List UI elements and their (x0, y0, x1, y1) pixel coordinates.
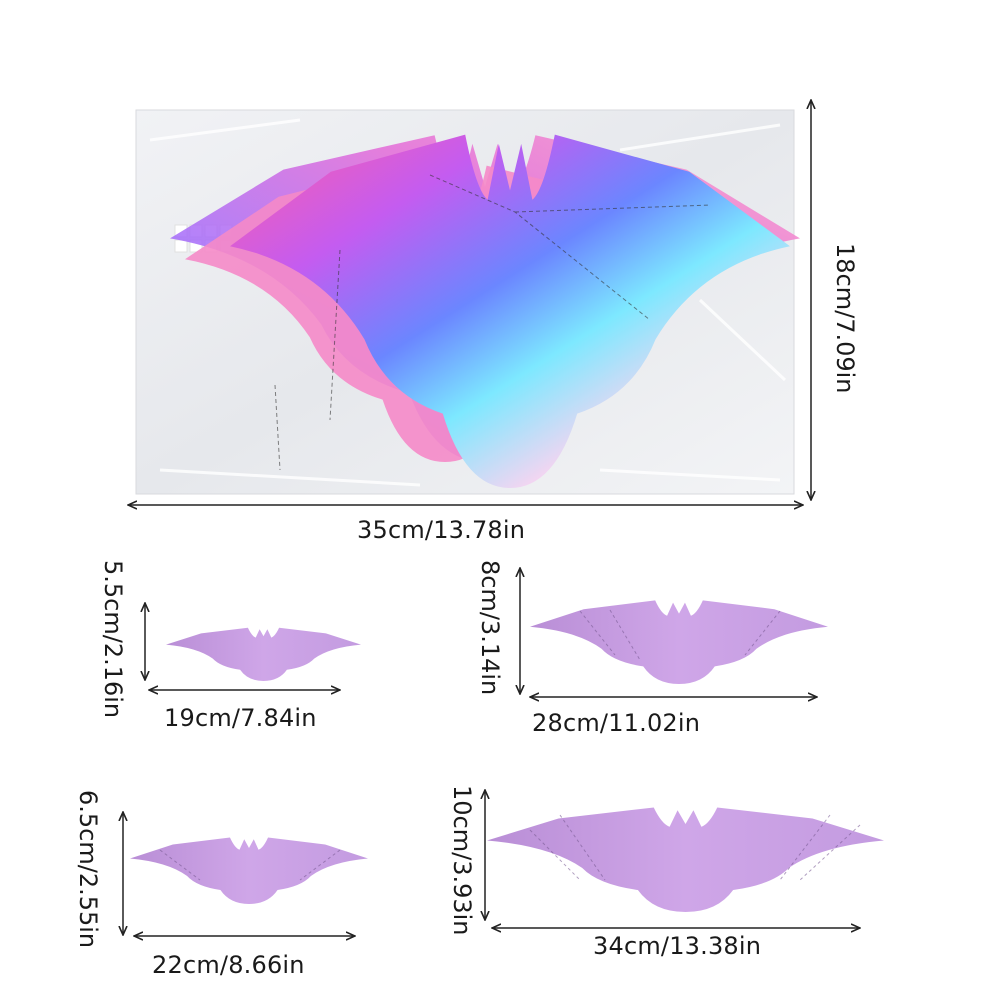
bat-large (130, 837, 368, 904)
bat-xlarge-width-label: 34cm/13.38in (593, 932, 762, 960)
bat-small-width-label: 19cm/7.84in (164, 704, 317, 732)
package-image (135, 109, 800, 495)
package-height-label: 18cm/7.09in (831, 243, 859, 394)
bat-medium (530, 600, 828, 684)
bat-small (166, 627, 361, 681)
bat-large-width-label: 22cm/8.66in (152, 951, 305, 979)
bat-medium-width-label: 28cm/11.02in (532, 709, 701, 737)
bat-xlarge-height-label: 10cm/3.93in (448, 785, 476, 936)
bat-large-height-label: 6.5cm/2.55in (74, 790, 102, 949)
bat-xlarge (487, 807, 884, 912)
bat-medium-height-label: 8cm/3.14in (476, 560, 504, 696)
package-width-label: 35cm/13.78in (357, 516, 526, 544)
bat-small-height-label: 5.5cm/2.16in (99, 560, 127, 719)
